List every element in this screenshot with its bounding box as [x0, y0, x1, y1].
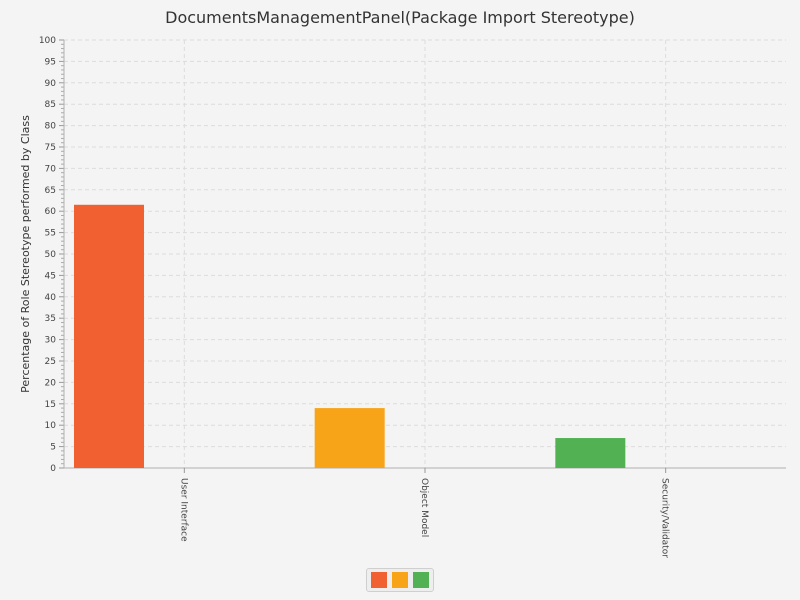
- y-tick-label: 10: [45, 421, 57, 431]
- y-tick-label: 30: [45, 336, 57, 346]
- chart-title: DocumentsManagementPanel(Package Import …: [165, 8, 635, 27]
- legend: [366, 568, 434, 592]
- y-tick-label: 100: [39, 36, 56, 46]
- legend-swatch-security-validator: [413, 572, 429, 588]
- bar-object-model: [314, 408, 385, 468]
- x-category-label: User Interface: [178, 478, 188, 542]
- bar-user-interface: [74, 204, 144, 468]
- axes: [59, 39, 786, 473]
- y-tick-label: 80: [45, 122, 57, 132]
- bar-security-validator: [555, 438, 626, 468]
- y-tick-label: 20: [45, 378, 57, 388]
- y-tick-label: 25: [45, 357, 56, 367]
- axis-labels: 0 5 10 15 20 25 30 35 40 45 50 55 60 65 70 75 80 85 90 95 10…: [39, 36, 670, 558]
- grid-lines: [64, 39, 786, 468]
- y-tick-label: 45: [45, 271, 56, 281]
- y-tick-label: 35: [45, 314, 56, 324]
- y-axis-title: Percentage of Role Stereotype performed …: [19, 115, 32, 393]
- bars: [74, 204, 626, 468]
- y-tick-label: 40: [45, 293, 57, 303]
- y-tick-label: 75: [45, 143, 56, 153]
- legend-swatch-object-model: [392, 572, 408, 588]
- y-tick-label: 5: [50, 443, 56, 453]
- y-tick-label: 65: [45, 186, 56, 196]
- x-category-label: Security/Validator: [660, 478, 670, 558]
- y-tick-label: 15: [45, 400, 56, 410]
- y-tick-label: 90: [45, 79, 57, 89]
- y-tick-label: 95: [45, 57, 56, 67]
- y-tick-label: 55: [45, 229, 56, 239]
- y-tick-label: 60: [45, 207, 57, 217]
- y-tick-label: 0: [50, 464, 56, 474]
- y-tick-label: 70: [45, 164, 57, 174]
- y-tick-label: 85: [45, 100, 56, 110]
- x-category-label: Object Model: [419, 478, 429, 537]
- legend-swatch-user-interface: [371, 572, 387, 588]
- y-tick-label: 50: [45, 250, 57, 260]
